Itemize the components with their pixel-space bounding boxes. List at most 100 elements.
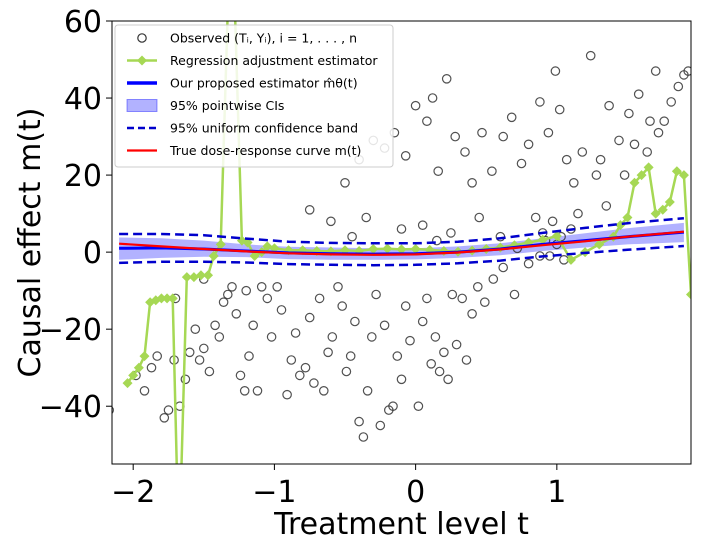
observed-point (477, 127, 487, 138)
observed-point (683, 66, 691, 76)
regression-adjustment-marker (537, 234, 548, 245)
legend-label: Regression adjustment estimator (170, 53, 378, 68)
regression-adjustment-marker (636, 170, 647, 181)
legend-handle (137, 33, 147, 43)
observed-point (340, 178, 350, 188)
legend-entry-true: True dose-response curve m(t) (127, 143, 361, 158)
observed-point (371, 289, 381, 300)
observed-point (190, 324, 201, 334)
observed-point (400, 301, 411, 311)
y-axis-title: Causal effect m(t) (13, 108, 48, 378)
regression-adjustment-marker (188, 272, 199, 283)
observed-point (446, 228, 456, 238)
observed-point (323, 347, 333, 358)
legend-label: Observed (Tᵢ, Yᵢ), i = 1, . . . , n (170, 31, 357, 46)
y-tick-label: 0 (83, 236, 102, 271)
observed-point (433, 166, 443, 176)
observed-point (396, 224, 407, 234)
regression-adjustment-marker (181, 272, 192, 283)
y-tick-label: −20 (39, 313, 102, 348)
observed-point (577, 147, 588, 157)
observed-point (163, 405, 174, 415)
observed-point (180, 374, 191, 385)
regression-adjustment-marker (678, 170, 689, 181)
observed-point (417, 220, 428, 230)
observed-point (591, 170, 602, 180)
regression-adjustment-marker (139, 351, 150, 362)
observed-point (443, 374, 453, 385)
regression-adjustment-marker (657, 204, 668, 215)
regression-adjustment-marker (410, 244, 421, 255)
observed-point (439, 347, 449, 358)
observed-point (223, 289, 233, 300)
observed-point (460, 147, 470, 157)
observed-point (358, 432, 369, 442)
observed-point (498, 131, 508, 142)
regression-adjustment-marker (208, 250, 219, 261)
regression-adjustment-marker (128, 370, 139, 381)
observed-point (396, 374, 407, 385)
uniform-band-upper (119, 216, 685, 245)
observed-point (645, 116, 655, 126)
observed-point (434, 366, 445, 377)
observed-point (282, 389, 292, 400)
observed-point (333, 281, 343, 292)
x-tick-label: −2 (111, 475, 155, 510)
observed-point (304, 312, 315, 323)
observed-point (619, 170, 630, 180)
observed-point (405, 335, 415, 346)
regression-adjustment-marker (671, 166, 682, 177)
observed-point (629, 139, 640, 150)
observed-point (366, 332, 377, 342)
observed-point (472, 281, 483, 292)
legend: Observed (Tᵢ, Yᵢ), i = 1, . . . , n Regre… (114, 24, 394, 168)
observed-point (441, 74, 452, 84)
regression-adjustment-marker (565, 254, 576, 265)
legend-entry-ci: 95% pointwise CIs (126, 98, 284, 113)
observed-point (550, 66, 561, 76)
observed-point (413, 401, 424, 411)
regression-adjustment-marker (223, 4, 233, 14)
observed-point (327, 332, 338, 342)
observed-point (516, 158, 527, 169)
plot-frame (111, 20, 692, 465)
observed-point (139, 385, 150, 396)
observed-point (231, 308, 242, 319)
observed-point (210, 320, 220, 331)
x-tick-label: −1 (252, 475, 296, 510)
observed-point (659, 116, 669, 126)
regression-adjustment-marker (650, 208, 661, 219)
regression-adjustment-marker (551, 230, 562, 241)
observed-point (450, 131, 460, 142)
regression-adjustment-marker (133, 362, 144, 373)
regression-adjustment-marker (622, 212, 633, 223)
observed-point (227, 281, 237, 292)
observed-point (354, 416, 364, 427)
legend-entry-observed: Observed (Tᵢ, Yᵢ), i = 1, . . . , n (137, 31, 357, 46)
legend-label: True dose-response curve m(t) (169, 143, 361, 158)
observed-point (252, 385, 263, 396)
x-axis-title: Treatment level t (273, 507, 529, 542)
observed-point (199, 343, 209, 354)
regression-adjustment-marker (122, 378, 133, 389)
y-tick-label: 60 (64, 5, 102, 40)
observed-point (347, 231, 357, 242)
regression-adjustment-marker (396, 244, 407, 255)
observed-point (214, 332, 225, 342)
observed-point (430, 332, 441, 342)
observed-point (506, 112, 517, 123)
observed-point (498, 262, 508, 273)
legend-entry-band: 95% uniform confidence band (127, 121, 358, 136)
regression-adjustment-marker (162, 293, 173, 304)
observed-point (314, 293, 325, 304)
regression-adjustment-marker (643, 162, 654, 173)
observed-point (300, 362, 311, 373)
regression-adjustment-marker (156, 293, 167, 304)
observed-point (345, 351, 356, 361)
regression-adjustment-marker (262, 241, 273, 252)
observed-point (341, 366, 352, 377)
observed-point (318, 385, 329, 396)
observed-point (218, 297, 229, 307)
observed-point (256, 281, 267, 292)
observed-point (146, 362, 157, 373)
